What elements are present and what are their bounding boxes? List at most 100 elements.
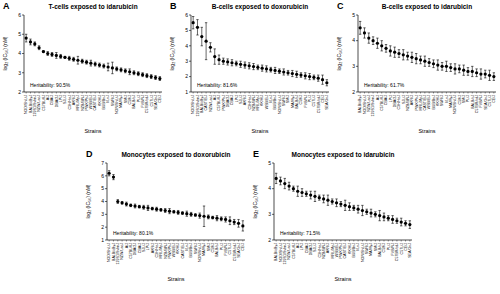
x-tick — [223, 92, 224, 94]
x-tick — [60, 92, 61, 94]
error-bar-cap — [391, 215, 393, 216]
error-bar — [261, 65, 263, 71]
point — [428, 61, 431, 64]
x-tick — [279, 92, 280, 94]
point — [382, 215, 385, 218]
point — [248, 64, 251, 67]
point — [300, 191, 303, 194]
y-tick-label: 4 — [268, 185, 271, 191]
error-bar-cap — [292, 186, 294, 187]
error-bar — [471, 66, 473, 76]
point — [192, 21, 195, 24]
error-bar-cap — [462, 65, 464, 66]
x-tick — [424, 92, 425, 94]
error-bar — [64, 56, 66, 58]
error-bar — [309, 191, 311, 199]
error-bar — [203, 206, 205, 227]
marks — [25, 34, 162, 80]
x-tick — [156, 240, 157, 242]
y-tick-label: 4 — [352, 37, 355, 43]
error-bar — [313, 75, 315, 80]
error-bar — [419, 56, 421, 64]
error-bar-cap — [331, 198, 333, 199]
error-bar-cap — [402, 59, 404, 60]
x-tick — [314, 240, 315, 242]
error-bar-cap — [475, 68, 477, 69]
error-bar-cap — [387, 215, 389, 216]
error-bar-cap — [283, 75, 285, 76]
point — [50, 53, 53, 56]
point — [241, 224, 244, 227]
point — [137, 72, 140, 75]
error-bar-cap — [313, 75, 315, 76]
x-tick — [195, 240, 196, 242]
error-bar-cap — [400, 225, 402, 226]
x-tick — [99, 92, 100, 94]
error-bar — [226, 59, 228, 65]
point — [211, 216, 214, 219]
point — [471, 70, 474, 73]
point — [279, 179, 282, 182]
x-tick-label: CE/J — [241, 243, 245, 251]
error-bar — [292, 186, 294, 191]
error-bar-cap — [480, 79, 482, 80]
error-bar — [301, 189, 303, 197]
x-tick — [429, 92, 430, 94]
error-bar — [160, 209, 162, 212]
x-tick — [360, 92, 361, 94]
point — [387, 217, 390, 220]
error-bar-cap — [366, 214, 368, 215]
error-bar-cap — [385, 44, 387, 45]
point — [145, 74, 148, 77]
x-tick — [409, 240, 410, 242]
error-bar-cap — [301, 188, 303, 189]
point — [185, 212, 188, 215]
y-tick-label: 3 — [18, 70, 21, 76]
point — [120, 201, 123, 204]
error-bar-cap — [458, 65, 460, 66]
x-tick — [411, 92, 412, 94]
error-bar — [428, 59, 430, 67]
point — [305, 192, 308, 195]
x-tick — [64, 92, 65, 94]
error-bar — [108, 171, 110, 176]
error-bar — [154, 76, 156, 80]
title: T-cells exposed to idarubicin — [48, 3, 137, 11]
error-bar — [378, 210, 380, 220]
point — [462, 69, 465, 72]
error-bar — [340, 202, 342, 207]
x-tick — [297, 240, 298, 242]
error-bar-cap — [383, 213, 385, 214]
error-bar — [359, 21, 361, 34]
point — [116, 200, 119, 203]
x-tick — [373, 92, 374, 94]
x-tick — [336, 240, 337, 242]
error-bar — [398, 50, 400, 58]
y-tick — [356, 15, 358, 16]
error-bar — [368, 33, 370, 43]
error-bar-cap — [111, 62, 113, 63]
x-tick — [39, 92, 40, 94]
error-bar-cap — [314, 191, 316, 192]
error-bar-cap — [279, 177, 281, 178]
error-bar-cap — [340, 201, 342, 202]
x-tick — [394, 92, 395, 94]
x-tick — [52, 92, 53, 94]
x-tick — [47, 92, 48, 94]
x-tick — [73, 92, 74, 94]
error-bar — [361, 205, 363, 215]
error-bar-cap — [252, 69, 254, 70]
error-bar — [81, 59, 83, 63]
marks — [192, 17, 329, 86]
error-bar — [72, 57, 74, 61]
point — [378, 214, 381, 217]
error-bar-cap — [237, 219, 239, 220]
point — [265, 67, 268, 70]
error-bar-cap — [404, 225, 406, 226]
error-bar — [409, 221, 411, 229]
error-bar — [381, 41, 383, 51]
x-tick — [135, 240, 136, 242]
error-bar-cap — [387, 220, 389, 221]
error-bar-cap — [284, 188, 286, 189]
error-bar-cap — [331, 204, 333, 205]
